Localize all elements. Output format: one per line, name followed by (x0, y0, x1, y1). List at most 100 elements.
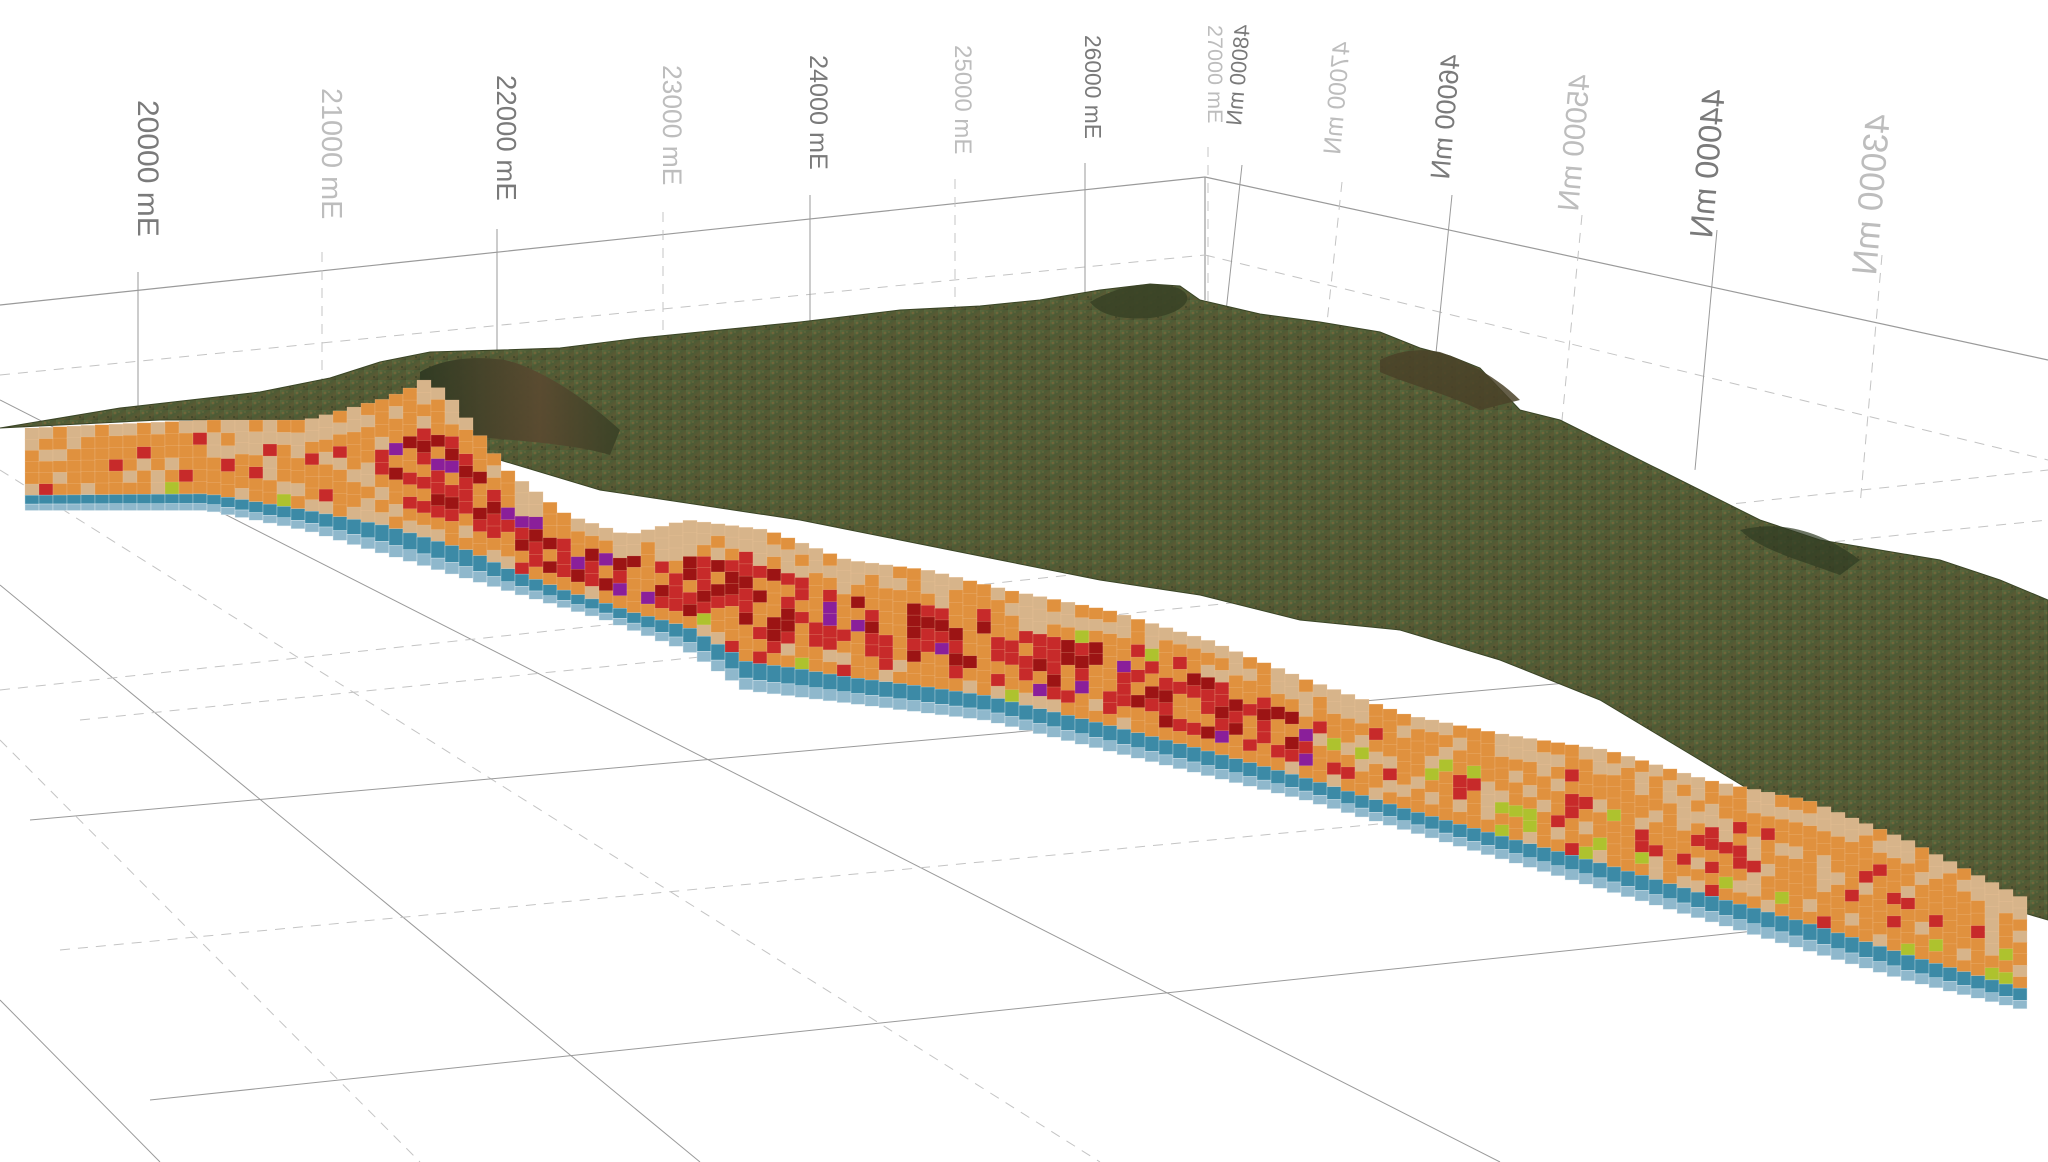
model-block (1970, 875, 1986, 889)
model-block (1424, 804, 1440, 818)
model-block (1032, 596, 1048, 610)
model-block (1326, 689, 1342, 703)
model-block-basement (304, 523, 320, 533)
model-block (1046, 624, 1062, 638)
model-block (598, 552, 614, 567)
model-block (1214, 718, 1230, 732)
model-block-basement (1704, 911, 1720, 923)
model-block (1046, 599, 1062, 613)
model-block-basement (1858, 957, 1874, 969)
model-block (780, 584, 796, 598)
model-block (1032, 608, 1048, 623)
model-block (752, 553, 768, 567)
block-model-section[interactable] (24, 379, 2028, 1009)
model-block (1802, 825, 1818, 839)
model-block (150, 422, 166, 436)
model-block (1214, 742, 1230, 756)
model-block (864, 574, 880, 588)
model-block (1872, 899, 1888, 912)
model-block-basement (1116, 744, 1132, 755)
model-block-basement (612, 618, 628, 626)
model-block (1718, 795, 1734, 808)
model-block (640, 603, 656, 618)
model-block (1242, 739, 1258, 752)
model-block (1522, 808, 1538, 822)
model-block (710, 559, 726, 573)
model-block (1494, 801, 1510, 815)
model-block (1438, 722, 1454, 736)
model-block (836, 605, 852, 619)
model-block (766, 592, 782, 606)
model-block (738, 563, 754, 577)
model-block-basement (976, 709, 992, 721)
model-block (1564, 818, 1580, 832)
model-block (1522, 796, 1538, 810)
model-block (1228, 746, 1244, 760)
model-block-basement (38, 503, 54, 511)
model-block (1648, 798, 1664, 812)
model-block (1844, 853, 1860, 867)
model-block (1746, 848, 1762, 862)
model-block (1830, 836, 1846, 850)
model-block (1788, 846, 1804, 860)
model-block (1928, 914, 1944, 928)
model-block (1116, 660, 1132, 673)
model-block (1074, 630, 1090, 644)
model-block (822, 613, 838, 627)
model-block-basement (1284, 787, 1300, 797)
model-block (1438, 807, 1454, 822)
model-block (1718, 841, 1734, 855)
model-block (1718, 783, 1734, 797)
model-block (1158, 665, 1174, 679)
model-block (1788, 834, 1804, 848)
model-block-basement (402, 549, 418, 562)
model-block-basement (1480, 831, 1496, 846)
model-block (1354, 723, 1370, 737)
model-block (668, 535, 684, 549)
model-block-basement (808, 687, 824, 700)
model-block (934, 596, 950, 610)
model-block (1396, 761, 1412, 774)
model-block-basement (1956, 985, 1972, 996)
model-block (444, 484, 460, 498)
model-block-basement (388, 528, 404, 546)
model-block (878, 634, 894, 648)
model-block (948, 665, 964, 680)
model-block (1480, 756, 1496, 770)
model-block (1998, 960, 2014, 974)
floor-grid-line (79, 519, 2048, 721)
model-block (1074, 617, 1090, 631)
model-block (1144, 648, 1160, 662)
model-block (710, 620, 726, 634)
model-block (1662, 837, 1678, 851)
model-block (1144, 723, 1160, 738)
model-block (1942, 908, 1958, 922)
model-block (1480, 794, 1496, 808)
model-block (1634, 783, 1650, 796)
model-block (850, 584, 866, 598)
model-block (962, 655, 978, 670)
model-block (1242, 715, 1258, 729)
model-block (780, 596, 796, 610)
model-block-basement (80, 494, 96, 505)
model-block-basement (430, 541, 446, 559)
model-block (388, 418, 404, 432)
model-block (696, 521, 712, 535)
model-block (318, 488, 334, 503)
model-block (346, 481, 362, 496)
model-block (1746, 812, 1762, 826)
model-block (1788, 895, 1804, 909)
model-block (1564, 756, 1580, 771)
model-block (1424, 792, 1440, 806)
model-block (1508, 770, 1524, 784)
model-block-basement (178, 503, 194, 511)
model-block (220, 445, 236, 460)
model-block (444, 521, 460, 535)
model-block (822, 625, 838, 639)
model-block-basement (654, 632, 670, 642)
model-block (1676, 784, 1692, 797)
model-block-basement (1228, 758, 1244, 774)
model-block (472, 459, 488, 473)
